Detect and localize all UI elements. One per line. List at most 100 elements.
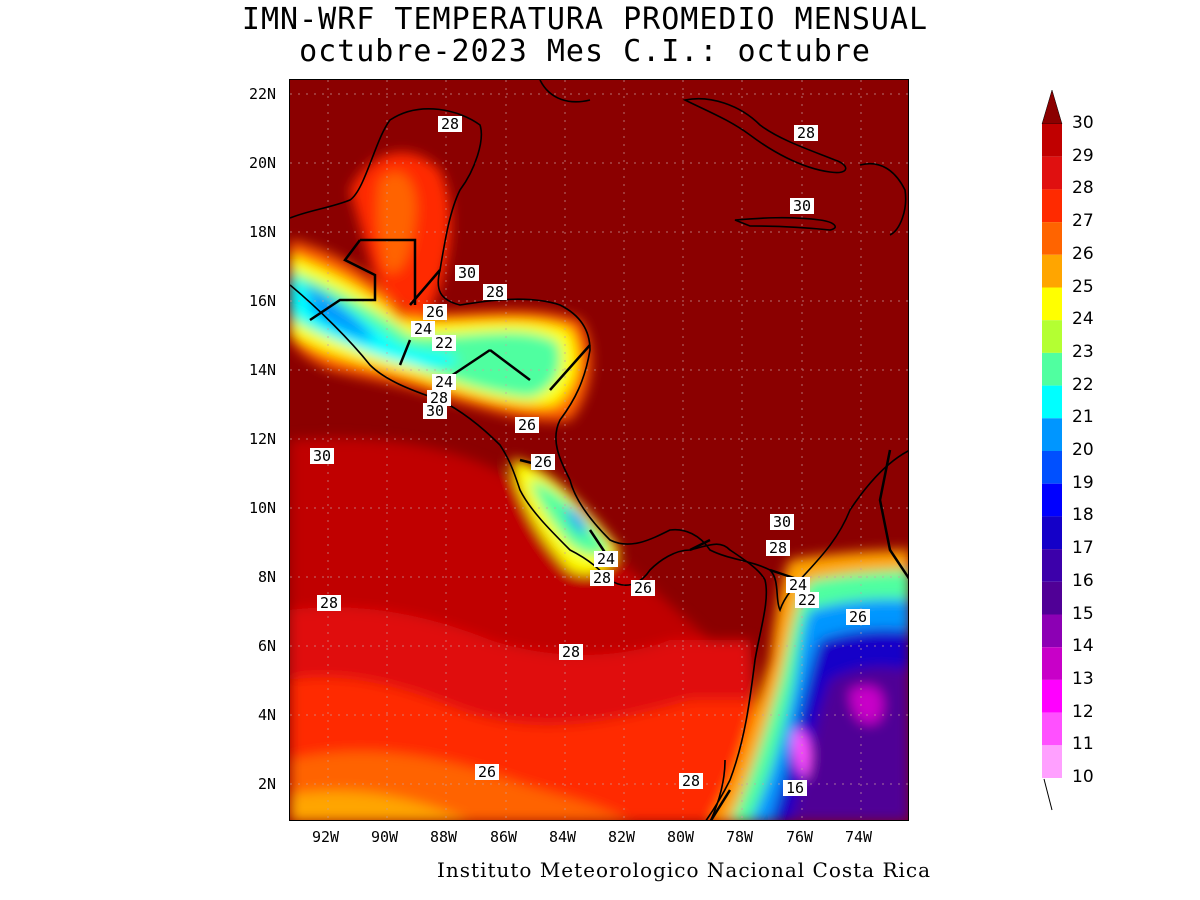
colorbar-label: 27 bbox=[1072, 211, 1094, 232]
colorbar-label: 20 bbox=[1072, 440, 1094, 460]
colorbar-swatch bbox=[1042, 156, 1062, 190]
colorbar-swatch bbox=[1042, 124, 1062, 157]
colorbar-swatch bbox=[1042, 451, 1062, 484]
colorbar-label: 29 bbox=[1072, 145, 1094, 166]
colorbar-label: 23 bbox=[1072, 341, 1094, 362]
svg-text:22: 22 bbox=[435, 334, 453, 352]
contour-label: 28 bbox=[559, 643, 583, 661]
colorbar-label: 14 bbox=[1072, 636, 1094, 657]
colorbar bbox=[1041, 89, 1063, 811]
temperature-map: 28 28 30 30 28 26 24 22 24 28 30 26 30 2… bbox=[289, 79, 909, 821]
contour-label: 30 bbox=[790, 197, 814, 215]
svg-text:26: 26 bbox=[478, 763, 496, 781]
colorbar-label: 17 bbox=[1072, 538, 1094, 559]
svg-text:26: 26 bbox=[534, 453, 552, 471]
contour-label: 26 bbox=[423, 303, 447, 321]
lon-label: 80W bbox=[667, 828, 695, 846]
svg-text:24: 24 bbox=[435, 373, 453, 391]
temperature-field: 28 28 30 30 28 26 24 22 24 28 30 26 30 2… bbox=[290, 80, 908, 820]
contour-label: 22 bbox=[432, 334, 456, 352]
lat-label: 10N bbox=[249, 499, 277, 517]
colorbar-swatch bbox=[1042, 745, 1062, 778]
colorbar-swatch bbox=[1042, 712, 1062, 746]
svg-text:28: 28 bbox=[320, 594, 338, 612]
lat-label: 18N bbox=[249, 223, 277, 241]
contour-label: 26 bbox=[631, 579, 655, 597]
svg-text:26: 26 bbox=[849, 608, 867, 626]
colorbar-label: 26 bbox=[1072, 243, 1094, 264]
country-borders bbox=[309, 238, 908, 820]
colorbar-label: 11 bbox=[1072, 734, 1094, 755]
lat-label: 22N bbox=[249, 85, 277, 103]
colorbar-swatch bbox=[1042, 614, 1062, 648]
contour-label: 26 bbox=[531, 453, 555, 471]
contour-labels: 28 28 30 30 28 26 24 22 24 28 30 26 30 2… bbox=[310, 115, 870, 797]
svg-text:16: 16 bbox=[786, 779, 804, 797]
lon-label: 74W bbox=[845, 828, 873, 846]
svg-text:26: 26 bbox=[634, 579, 652, 597]
svg-text:30: 30 bbox=[793, 197, 811, 215]
field-costarica-20 bbox=[565, 505, 587, 535]
svg-text:28: 28 bbox=[486, 283, 504, 301]
colorbar-label: 30 bbox=[1072, 113, 1094, 133]
contour-label: 28 bbox=[679, 772, 703, 790]
svg-text:24: 24 bbox=[414, 320, 432, 338]
colorbar-label: 16 bbox=[1072, 570, 1094, 591]
svg-text:26: 26 bbox=[518, 416, 536, 434]
credit-text: Instituto Meteorologico Nacional Costa R… bbox=[437, 858, 932, 882]
colorbar-label: 21 bbox=[1072, 407, 1094, 428]
lon-label: 86W bbox=[490, 828, 518, 846]
colorbar-swatches bbox=[1042, 124, 1062, 778]
colorbar-arrow bbox=[1041, 89, 1063, 125]
colorbar-swatch bbox=[1042, 647, 1062, 680]
contour-label: 16 bbox=[783, 779, 807, 797]
contour-label: 28 bbox=[427, 389, 451, 407]
lon-label: 78W bbox=[726, 828, 754, 846]
svg-text:28: 28 bbox=[593, 569, 611, 587]
colorbar-swatch bbox=[1042, 581, 1062, 615]
contour-label: 24 bbox=[411, 320, 435, 338]
lon-label: 92W bbox=[312, 828, 340, 846]
contour-label: 26 bbox=[515, 416, 539, 434]
colorbar-label: 24 bbox=[1072, 309, 1094, 330]
contour-label: 28 bbox=[766, 539, 790, 557]
svg-text:30: 30 bbox=[458, 264, 476, 282]
colorbar-label: 22 bbox=[1072, 374, 1094, 395]
field-highlands-20 bbox=[305, 285, 375, 341]
colorbar-swatch bbox=[1042, 516, 1062, 550]
lon-label: 84W bbox=[549, 828, 577, 846]
contour-label: 28 bbox=[590, 569, 614, 587]
svg-text:28: 28 bbox=[769, 539, 787, 557]
field-colombia-13 bbox=[850, 686, 884, 724]
contour-label: 28 bbox=[438, 115, 462, 133]
svg-text:22: 22 bbox=[798, 591, 816, 609]
colorbar-tail bbox=[1043, 778, 1053, 811]
svg-text:28: 28 bbox=[682, 772, 700, 790]
contour-label: 30 bbox=[455, 264, 479, 282]
colorbar-swatch bbox=[1042, 549, 1062, 582]
svg-text:24: 24 bbox=[597, 550, 615, 568]
svg-text:28: 28 bbox=[797, 124, 815, 142]
lon-label: 88W bbox=[430, 828, 458, 846]
colorbar-swatch bbox=[1042, 320, 1062, 353]
field-yucatan-core bbox=[377, 172, 416, 273]
lat-label: 2N bbox=[258, 775, 277, 793]
lon-label: 82W bbox=[608, 828, 636, 846]
colorbar-label: 28 bbox=[1072, 178, 1094, 199]
lat-label: 16N bbox=[249, 292, 277, 310]
field-25-pacific bbox=[290, 791, 466, 820]
lon-label: 76W bbox=[786, 828, 814, 846]
colorbar-label: 15 bbox=[1072, 603, 1094, 624]
svg-text:30: 30 bbox=[426, 402, 444, 420]
colorbar-swatch bbox=[1042, 189, 1062, 223]
lat-label: 4N bbox=[258, 706, 277, 724]
colorbar-label: 10 bbox=[1072, 767, 1094, 787]
contour-label: 28 bbox=[794, 124, 818, 142]
contour-label: 24 bbox=[786, 576, 810, 594]
contour-label: 26 bbox=[846, 608, 870, 626]
colorbar-label: 19 bbox=[1072, 472, 1094, 493]
contour-label: 22 bbox=[795, 591, 819, 609]
map-title: IMN-WRF TEMPERATURA PROMEDIO MENSUAL bbox=[241, 2, 929, 37]
contour-label: 24 bbox=[594, 550, 618, 568]
contour-label: 28 bbox=[483, 283, 507, 301]
